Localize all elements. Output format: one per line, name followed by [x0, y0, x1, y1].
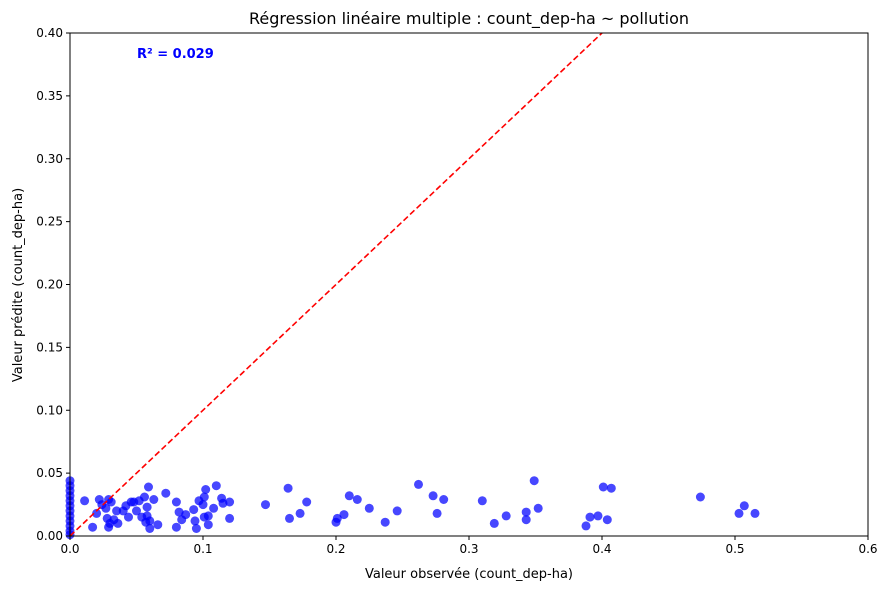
data-point	[201, 485, 211, 494]
data-point	[209, 503, 219, 513]
data-point	[101, 503, 111, 513]
chart-title: Régression linéaire multiple : count_dep…	[249, 9, 689, 29]
data-point	[739, 501, 749, 511]
x-tick-label: 0.2	[326, 542, 345, 556]
data-point	[145, 516, 155, 526]
data-point	[113, 518, 123, 528]
data-point	[199, 492, 209, 502]
data-point	[191, 524, 201, 533]
x-tick-label: 0.6	[858, 542, 877, 556]
data-point	[598, 482, 608, 492]
y-tick-label: 0.05	[36, 466, 63, 480]
data-point	[88, 522, 98, 532]
data-point	[695, 492, 705, 502]
data-point	[533, 503, 543, 513]
y-tick-label: 0.20	[36, 278, 63, 292]
data-point	[734, 508, 744, 518]
data-point	[432, 508, 442, 518]
data-point	[477, 496, 487, 506]
data-point	[521, 507, 531, 517]
data-point	[414, 479, 423, 489]
y-tick-label: 0.25	[36, 215, 63, 229]
data-point	[585, 512, 595, 522]
data-point	[285, 513, 294, 523]
data-point	[581, 521, 591, 531]
data-point	[80, 496, 90, 506]
data-point	[352, 495, 362, 504]
y-tick-label: 0.00	[36, 529, 63, 543]
data-point	[392, 506, 402, 516]
data-point	[112, 506, 122, 516]
reference-line-layer	[69, 32, 603, 537]
data-point	[140, 492, 149, 502]
x-tick-label: 0.0	[60, 542, 79, 556]
data-point	[153, 520, 163, 530]
y-tick-label: 0.35	[36, 89, 63, 103]
data-point	[489, 518, 499, 528]
y-axis-label: Valeur prédite (count_dep-ha)	[11, 188, 26, 382]
data-point	[106, 497, 116, 507]
data-point	[521, 515, 531, 525]
data-point	[190, 516, 200, 526]
data-point	[225, 513, 235, 523]
data-point	[211, 481, 221, 491]
data-point	[203, 511, 213, 521]
data-point	[198, 500, 208, 510]
data-point	[606, 483, 616, 493]
r-squared-annotation: R² = 0.029	[137, 47, 214, 62]
data-point	[302, 497, 312, 507]
data-point	[295, 508, 305, 518]
reference-line	[69, 32, 603, 537]
x-tick-label: 0.4	[592, 542, 611, 556]
x-tick-label: 0.3	[459, 542, 478, 556]
x-tick-label: 0.5	[725, 542, 744, 556]
data-point	[344, 491, 354, 501]
data-point	[149, 495, 159, 504]
data-point	[124, 512, 133, 522]
data-point	[439, 495, 449, 504]
data-point	[428, 491, 438, 501]
data-point	[203, 520, 213, 530]
data-point	[92, 508, 102, 518]
data-point	[339, 510, 349, 520]
data-point	[501, 511, 511, 521]
points-layer	[65, 476, 760, 540]
data-point	[602, 515, 612, 525]
y-tick-label: 0.10	[36, 403, 63, 417]
data-point	[144, 482, 153, 492]
data-point	[142, 502, 152, 512]
y-tick-label: 0.15	[36, 340, 63, 354]
data-point	[332, 513, 342, 523]
data-point	[529, 476, 539, 486]
data-point	[171, 522, 181, 532]
data-point	[145, 524, 155, 533]
data-point	[225, 497, 235, 507]
data-point	[283, 483, 293, 493]
y-tick-label: 0.40	[36, 26, 63, 40]
y-tick-label: 0.30	[36, 152, 63, 166]
x-axis-label: Valeur observée (count_dep-ha)	[365, 567, 573, 582]
data-point	[380, 517, 390, 527]
data-point	[181, 510, 191, 520]
data-point	[593, 511, 603, 521]
data-point	[189, 505, 199, 515]
x-axis-ticks: 0.0 0.1 0.2 0.3 0.4 0.5 0.6	[60, 536, 878, 556]
x-tick-label: 0.1	[193, 542, 212, 556]
data-point	[364, 503, 374, 513]
data-point	[261, 500, 270, 510]
y-axis-ticks: 0.00 0.05 0.10 0.15 0.20 0.25 0.30 0.35 0.40	[36, 26, 70, 543]
data-point	[171, 497, 181, 507]
data-point	[161, 488, 171, 498]
data-point	[750, 508, 760, 518]
data-point	[132, 506, 141, 516]
